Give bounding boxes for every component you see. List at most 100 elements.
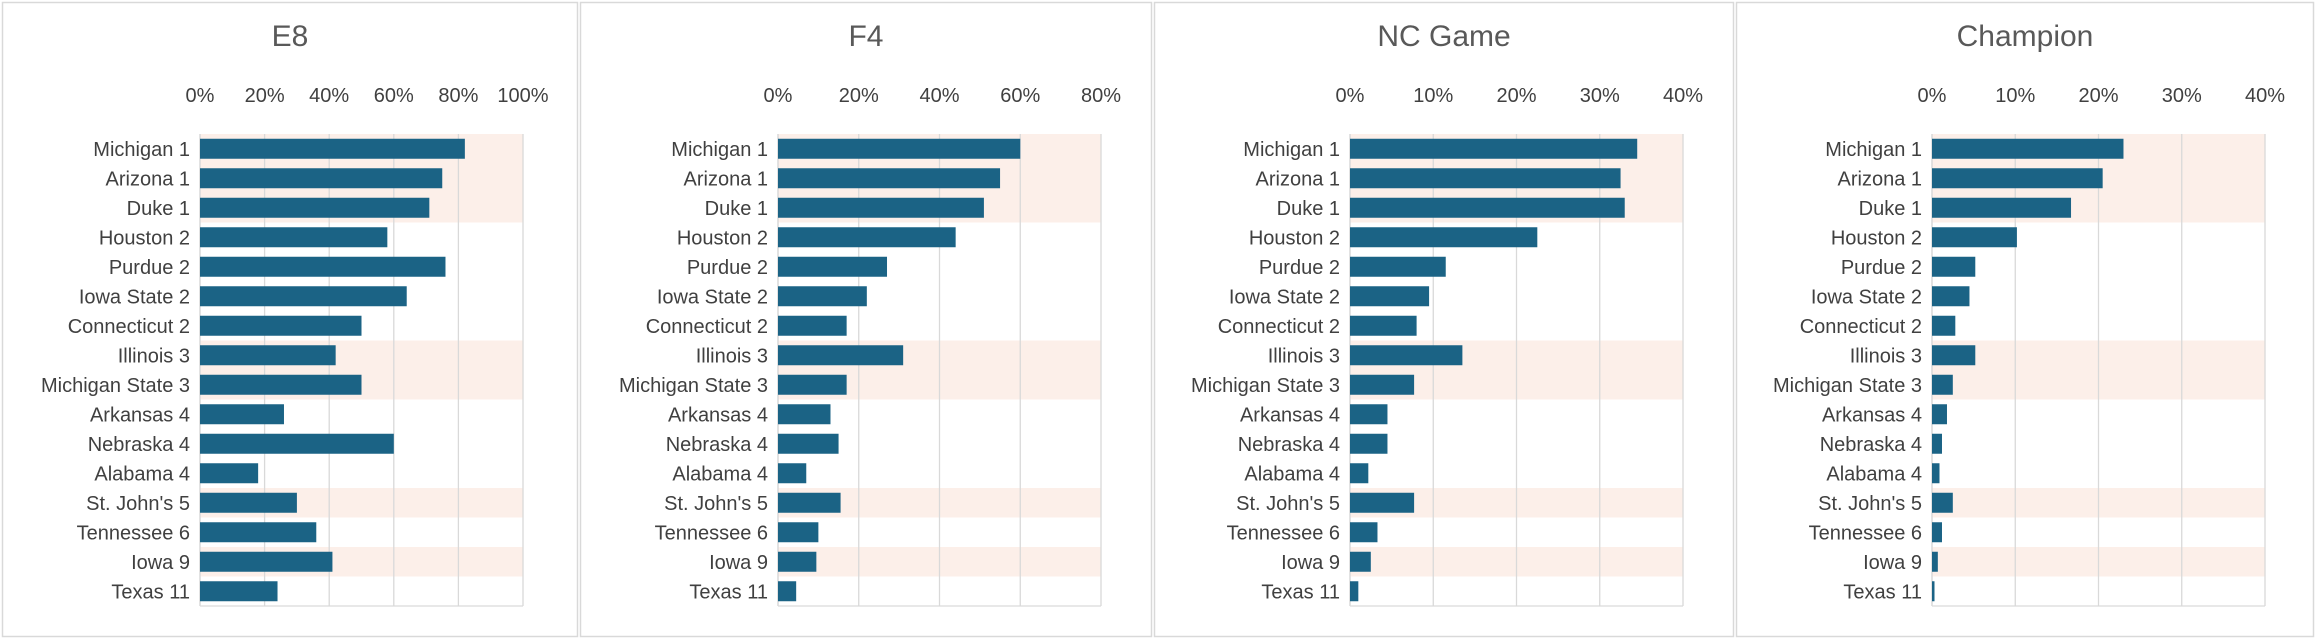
category-label: Alabama 4 [672,463,768,485]
category-label: Houston 2 [1831,227,1922,249]
bar [1350,581,1359,602]
x-tick-label: 0% [186,85,215,107]
category-label: Michigan 1 [93,139,190,161]
chart-panel-border [1735,1,2315,638]
chart-title: F4 [848,20,883,53]
category-label: Purdue 2 [1841,257,1922,279]
bar [778,374,847,395]
chart-panel-1: 0% 20% 40% 60% 80% F4 Michigan 1 Arizona 1 Duke … [579,1,1153,638]
category-label: Tennessee 6 [1809,522,1922,544]
bar [778,345,904,366]
bar [778,256,888,277]
bar [1350,256,1446,277]
bar [1932,581,1935,602]
bar [1932,256,1976,277]
bar [1350,404,1388,425]
bar [1932,168,2103,189]
category-label: Arkansas 4 [668,404,768,426]
bar [1350,315,1417,336]
x-tick-label: 60% [374,85,414,107]
category-label: Nebraska 4 [1238,434,1340,456]
x-tick-label: 40% [919,85,959,107]
category-label: St. John's 5 [86,493,190,515]
category-label: St. John's 5 [664,493,768,515]
category-label: Duke 1 [1859,198,1922,220]
category-label: Illinois 3 [1268,345,1340,367]
x-tick-label: 20% [1496,85,1536,107]
bar [778,404,831,425]
bar [200,168,443,189]
bar [200,345,336,366]
chart-panel-0: 0% 20% 40% 60% 80% 100% E8 Michigan 1 Arizona 1 D… [1,1,579,638]
bar [1932,492,1953,513]
x-tick-label: 40% [1663,85,1703,107]
category-label: Connecticut 2 [646,316,768,338]
x-tick-label: 60% [1000,85,1040,107]
bar [200,404,284,425]
category-label: Nebraska 4 [88,434,190,456]
x-tick-label: 40% [309,85,349,107]
category-label: Duke 1 [705,198,768,220]
bar [1350,138,1638,159]
category-label: Iowa 9 [1863,552,1922,574]
bar [1350,463,1369,484]
bar [200,433,394,454]
bar [1932,374,1953,395]
category-label: Tennessee 6 [77,522,190,544]
bar [778,197,984,218]
bar [1350,551,1371,572]
category-label: Texas 11 [1843,581,1922,603]
x-tick-label: 0% [1336,85,1365,107]
bar [200,197,430,218]
category-label: Iowa State 2 [1811,286,1922,308]
bar [200,492,297,513]
category-label: Purdue 2 [687,257,768,279]
bar [1350,227,1538,248]
category-label: Nebraska 4 [1820,434,1922,456]
x-tick-label: 80% [1081,85,1121,107]
bar [1932,345,1976,366]
bar [1932,138,2124,159]
x-tick-label: 20% [2078,85,2118,107]
x-tick-label: 0% [1918,85,1947,107]
category-label: Illinois 3 [696,345,768,367]
category-label: Texas 11 [689,581,768,603]
chart-panel-border [579,1,1153,638]
bar [1350,492,1415,513]
bar [200,256,446,277]
chart-panel-2: 0% 10% 20% 30% 40% NC Game Michigan 1 Arizona 1… [1153,1,1735,638]
bar [200,227,388,248]
category-label: Iowa 9 [1281,552,1340,574]
bar [1932,551,1938,572]
category-label: Houston 2 [677,227,768,249]
category-label: Alabama 4 [1244,463,1340,485]
bar [1350,345,1463,366]
bar [200,315,362,336]
chart-title: NC Game [1377,20,1510,53]
category-label: Connecticut 2 [68,316,190,338]
x-tick-label: 30% [1580,85,1620,107]
bar [1932,197,2072,218]
bar [778,581,797,602]
x-tick-label: 10% [1413,85,1453,107]
category-label: Arizona 1 [106,168,191,190]
category-label: Nebraska 4 [666,434,768,456]
bar [1932,315,1956,336]
bar [1932,404,1947,425]
bar [1932,463,1940,484]
category-label: Michigan 1 [1825,139,1922,161]
category-label: Michigan 1 [1243,139,1340,161]
category-label: Duke 1 [127,198,190,220]
bar [778,286,867,307]
category-label: Michigan State 3 [41,375,190,397]
category-label: Iowa 9 [131,552,190,574]
bar [200,463,259,484]
x-tick-label: 80% [438,85,478,107]
category-label: Arizona 1 [1256,168,1341,190]
x-tick-label: 20% [839,85,879,107]
bar [1350,286,1430,307]
category-label: Arkansas 4 [90,404,190,426]
category-label: Tennessee 6 [655,522,768,544]
category-label: Arizona 1 [684,168,769,190]
x-tick-label: 30% [2162,85,2202,107]
